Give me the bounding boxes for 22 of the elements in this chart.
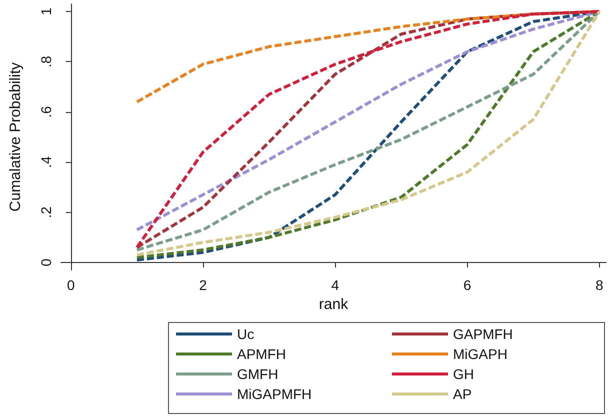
y-axis-title: Cumalative Probability <box>7 62 24 212</box>
legend-label: MiGAPMFH <box>237 386 312 402</box>
y-tick-label: .2 <box>38 206 54 218</box>
y-tick-label: .6 <box>38 106 54 118</box>
legend-label: AP <box>453 386 472 402</box>
y-tick-label: .8 <box>38 56 54 68</box>
y-tick-label: 1 <box>38 7 54 16</box>
x-tick-label: 2 <box>199 277 208 293</box>
legend-label: GH <box>453 366 474 382</box>
legend-label: GMFH <box>237 366 278 382</box>
x-tick-label: 0 <box>67 277 76 293</box>
line-series <box>135 10 601 104</box>
x-tick-label: 8 <box>595 277 604 293</box>
x-tick-label: 4 <box>331 277 340 293</box>
legend-label: Uc <box>237 326 254 342</box>
legend-label: GAPMFH <box>453 326 513 342</box>
legend-label: MiGAPH <box>453 346 508 362</box>
y-tick-label: .4 <box>38 156 54 168</box>
x-tick-label: 6 <box>463 277 472 293</box>
y-tick-label: 0 <box>38 258 54 266</box>
legend-label: APMFH <box>237 346 286 362</box>
x-axis-title: rank <box>318 296 349 313</box>
